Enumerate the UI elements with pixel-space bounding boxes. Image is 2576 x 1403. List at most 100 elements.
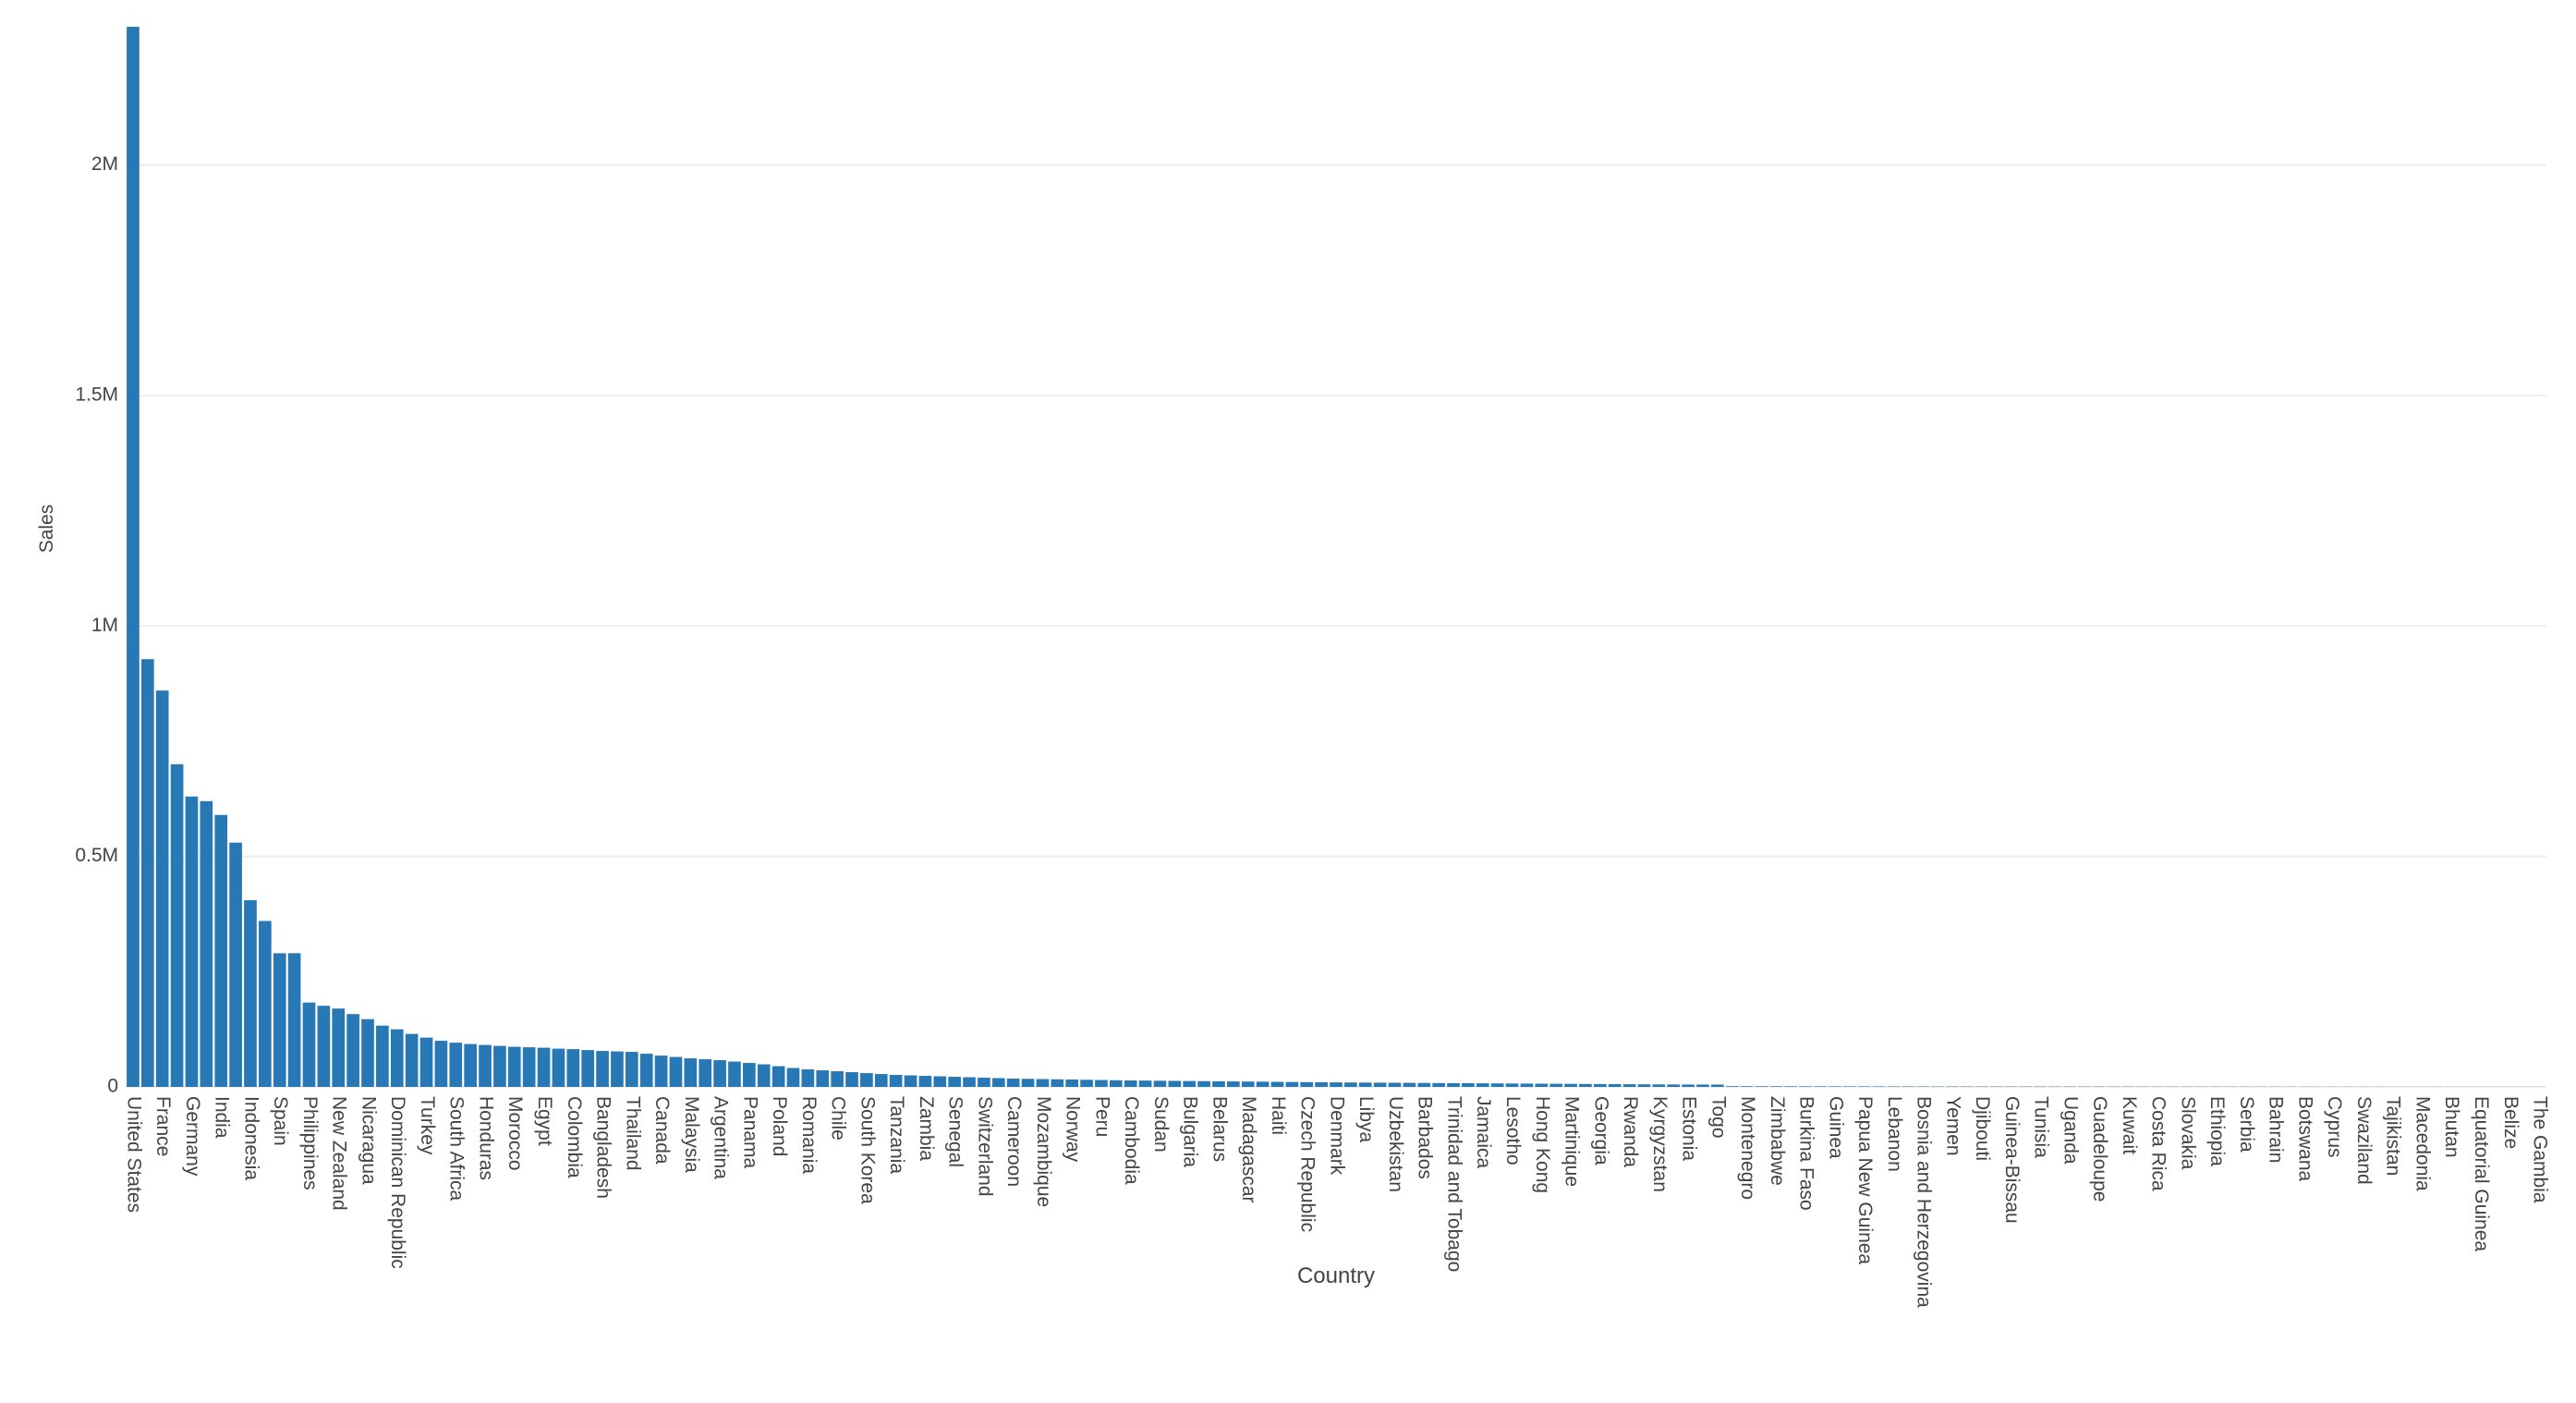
x-tick-label: Uzbekistan (1385, 1096, 1406, 1192)
bar (596, 1051, 609, 1087)
bar (1447, 1082, 1460, 1087)
bar (1814, 1086, 1827, 1087)
bar (639, 1054, 653, 1087)
bar (1462, 1083, 1475, 1087)
bar (1608, 1084, 1622, 1087)
bar (904, 1075, 917, 1087)
bar (1315, 1081, 1328, 1087)
x-tick-label: Canada (651, 1096, 673, 1165)
bar (434, 1041, 448, 1087)
x-tick-label: Honduras (475, 1096, 496, 1180)
x-tick-label: Uganda (2060, 1096, 2081, 1165)
bar (1842, 1086, 1856, 1087)
y-tick-label: 2M (91, 153, 118, 175)
bar (332, 1008, 346, 1087)
bar (581, 1050, 595, 1087)
bar (479, 1044, 492, 1087)
bar (801, 1069, 815, 1087)
bar (185, 796, 199, 1087)
x-tick-label: Haiti (1268, 1096, 1289, 1135)
bar (743, 1063, 756, 1087)
bar (244, 900, 257, 1087)
bar (1652, 1084, 1666, 1087)
bar (978, 1078, 990, 1087)
x-tick-label: Peru (1091, 1096, 1112, 1137)
bar (1241, 1081, 1255, 1087)
bar (1021, 1079, 1035, 1087)
bar (699, 1059, 712, 1087)
x-tick-label: Guinea (1825, 1096, 1846, 1159)
bar (493, 1045, 506, 1087)
bar (1358, 1082, 1372, 1087)
x-tick-label: Swaziland (2353, 1096, 2375, 1185)
x-tick-label: Equatorial Guinea (2471, 1096, 2492, 1251)
x-tick-label: Martinique (1561, 1096, 1583, 1187)
bar (1667, 1084, 1681, 1087)
bar (1476, 1083, 1489, 1087)
x-tick-label: South Africa (446, 1096, 468, 1202)
bar (1227, 1081, 1240, 1087)
bar (831, 1071, 844, 1087)
x-tick-label: Poland (769, 1096, 790, 1156)
x-tick-label: India (212, 1096, 233, 1139)
x-tick-label: Belarus (1209, 1096, 1230, 1162)
x-tick-label: Barbados (1415, 1096, 1436, 1179)
x-tick-label: Belize (2500, 1096, 2521, 1149)
bar (1505, 1083, 1519, 1087)
x-tick-label: Serbia (2236, 1096, 2257, 1153)
x-tick-label: Colombia (564, 1096, 585, 1178)
x-tick-label: Yemen (1942, 1096, 1963, 1156)
x-tick-label: Tajikistan (2383, 1096, 2404, 1176)
x-tick-label: Botswana (2294, 1096, 2315, 1182)
x-tick-label: Chile (828, 1096, 849, 1141)
x-tick-label: Burkina Faso (1796, 1096, 1817, 1211)
x-tick-label: Czech Republic (1297, 1096, 1318, 1232)
bar (1769, 1086, 1783, 1087)
x-tick-label: Romania (798, 1096, 820, 1174)
x-tick-label: Lebanon (1884, 1096, 1905, 1172)
bar (522, 1047, 536, 1087)
x-tick-label: Georgia (1590, 1096, 1611, 1165)
x-tick-label: Bulgaria (1180, 1096, 1201, 1167)
x-tick-label: Bosnia and Herzegovina (1914, 1096, 1935, 1308)
bar (860, 1073, 873, 1087)
bar (1300, 1081, 1314, 1087)
bar (1256, 1081, 1270, 1087)
bar (229, 842, 242, 1087)
bar (669, 1056, 683, 1087)
bar (991, 1078, 1005, 1087)
bar (1564, 1083, 1577, 1087)
x-tick-label: Macedonia (2412, 1096, 2433, 1191)
x-tick-label: Lesotho (1502, 1096, 1524, 1165)
x-tick-label: Hong Kong (1532, 1096, 1553, 1193)
bar (507, 1046, 521, 1087)
bar (1593, 1083, 1607, 1087)
x-tick-label: Thailand (622, 1096, 643, 1171)
bar (214, 814, 228, 1087)
x-tick-label: Nicaragua (358, 1096, 379, 1185)
bar (889, 1075, 903, 1087)
bar (1065, 1080, 1079, 1087)
bar (611, 1051, 624, 1087)
x-tick-label: Cameroon (1003, 1096, 1025, 1187)
bar (287, 953, 301, 1087)
y-tick-label: 1.5M (75, 384, 118, 406)
bar (684, 1058, 698, 1087)
bar (1344, 1082, 1357, 1087)
bar (155, 690, 169, 1087)
bar (1696, 1084, 1709, 1087)
bar (1637, 1084, 1651, 1087)
bar (1799, 1086, 1812, 1087)
x-tick-label: United States (123, 1096, 144, 1213)
bar (1153, 1080, 1167, 1087)
bar (1857, 1086, 1871, 1087)
bar (816, 1070, 830, 1087)
x-tick-label: Malaysia (681, 1096, 702, 1173)
bar (1051, 1079, 1064, 1087)
bar (464, 1043, 477, 1087)
x-tick-label: Mozambique (1033, 1096, 1054, 1207)
bar (273, 953, 286, 1087)
x-tick-label: Kuwait (2119, 1096, 2140, 1154)
